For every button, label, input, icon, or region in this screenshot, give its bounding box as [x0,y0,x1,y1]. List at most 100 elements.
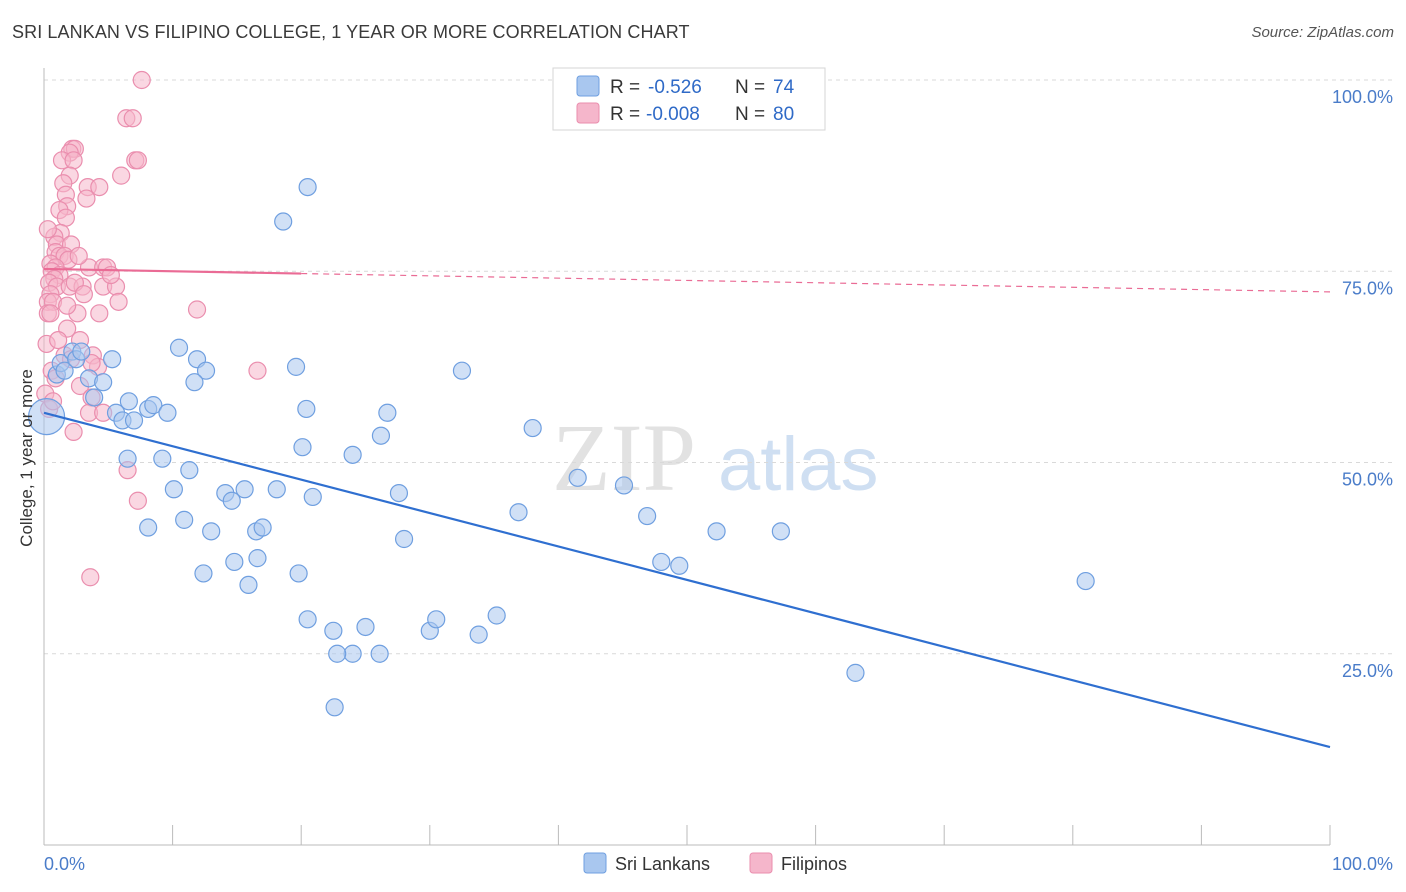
point-filipinos-45 [109,292,128,311]
point-filipinos-7 [64,151,83,170]
y-tick-label-25: 25.0% [1342,661,1393,681]
x-tick-label-min: 0.0% [44,854,85,874]
point-sri-lankans-46 [670,556,689,575]
legend-n-filipinos: 80 [773,104,794,125]
watermark-zip: ZIP [552,404,696,511]
x-tick-label-max: 100.0% [1332,854,1393,874]
point-sri-lankans-40 [523,418,542,438]
y-axis-label: College, 1 year or more [17,369,36,547]
axes [43,68,1331,846]
point-sri-lankans-32 [286,357,306,376]
point-filipinos-50 [187,300,207,319]
legend-r-filipinos: -0.008 [646,104,700,125]
point-sri-lankans-53 [253,518,272,537]
point-filipinos-16 [77,189,96,208]
point-filipinos-65 [64,422,83,441]
point-sri-lankans-36 [343,445,362,464]
watermark-atlas: atlas [718,422,879,507]
point-filipinos-76 [58,296,77,315]
point-sri-lankans-51 [225,552,244,572]
point-filipinos-0 [132,70,151,90]
point-sri-lankans-50 [202,522,221,541]
point-sri-lankans-54 [248,549,267,568]
data-points [27,70,1095,717]
trend-line-filipinos-dashed [301,272,1331,293]
point-sri-lankans-72 [274,212,293,231]
point-sri-lankans-73 [298,178,317,197]
point-sri-lankans-0 [27,398,66,436]
point-sri-lankans-65 [427,610,446,629]
point-sri-lankans-56 [239,575,258,595]
point-filipinos-58 [248,361,267,380]
bottom-legend-swatch-sri-lankans [583,852,607,874]
point-sri-lankans-49 [175,510,194,529]
point-sri-lankans-13 [119,392,138,411]
point-sri-lankans-61 [356,617,375,637]
point-sri-lankans-67 [487,606,506,625]
point-sri-lankans-30 [303,487,322,507]
legend-n-sri-lankans: 74 [773,77,795,98]
point-sri-lankans-9 [94,373,113,392]
chart-title: SRI LANKAN VS FILIPINO COLLEGE, 1 YEAR O… [12,22,690,42]
point-sri-lankans-18 [169,338,189,357]
point-filipinos-9 [128,151,147,170]
source-label: Source: ZipAtlas.com [1251,24,1394,41]
point-sri-lankans-71 [846,663,865,682]
trend-lines [43,267,1331,749]
point-sri-lankans-27 [222,491,241,510]
point-sri-lankans-69 [325,698,344,717]
point-filipinos-49 [90,304,109,323]
bottom-legend-label-filipinos: Filipinos [781,854,847,874]
point-filipinos-47 [41,304,60,323]
bottom-legend: Sri Lankans Filipinos [583,852,847,874]
point-filipinos-14 [90,178,109,197]
point-filipinos-72 [49,331,68,350]
legend-r-label-filipinos: R = [610,104,640,125]
point-sri-lankans-21 [185,373,204,392]
point-filipinos-67 [128,491,147,510]
point-sri-lankans-66 [469,625,488,644]
point-sri-lankans-41 [568,468,587,487]
point-sri-lankans-45 [652,552,671,572]
point-sri-lankans-10 [103,350,122,369]
point-sri-lankans-23 [153,449,172,468]
point-sri-lankans-14 [124,411,144,430]
point-sri-lankans-44 [707,522,726,541]
point-sri-lankans-60 [343,644,362,663]
point-sri-lankans-70 [139,518,158,537]
point-sri-lankans-8 [85,388,104,407]
point-sri-lankans-68 [328,644,347,663]
point-sri-lankans-59 [324,621,343,640]
point-sri-lankans-58 [298,610,317,629]
point-sri-lankans-29 [267,480,286,499]
point-sri-lankans-33 [297,399,316,419]
legend-n-label-filipinos: N = [735,104,765,125]
point-sri-lankans-62 [370,644,389,663]
point-sri-lankans-31 [293,438,312,457]
point-sri-lankans-3 [55,361,74,380]
tick-labels: 100.0% 75.0% 50.0% 25.0% 0.0% 100.0% [44,87,1393,874]
point-sri-lankans-55 [194,564,213,583]
bottom-legend-label-sri-lankans: Sri Lankans [615,854,710,874]
point-sri-lankans-37 [389,484,409,503]
point-sri-lankans-25 [164,480,183,499]
legend-n-label-sri-lankans: N = [735,77,765,98]
point-filipinos-68 [81,568,100,587]
grid-lines [44,79,1392,655]
point-sri-lankans-38 [452,361,472,380]
y-tick-label-50: 50.0% [1342,470,1393,490]
point-sri-lankans-63 [394,529,414,549]
legend-swatch-filipinos [576,102,600,124]
point-sri-lankans-17 [158,403,177,422]
point-filipinos-75 [69,246,88,266]
point-sri-lankans-24 [180,461,199,480]
point-sri-lankans-39 [509,503,528,522]
point-sri-lankans-16 [144,396,163,415]
trend-line-filipinos-solid [43,267,302,275]
legend-r-label-sri-lankans: R = [610,77,640,98]
point-sri-lankans-34 [378,403,397,422]
legend-swatch-sri-lankans [576,75,600,97]
point-sri-lankans-22 [118,449,137,468]
point-filipinos-74 [38,220,57,239]
